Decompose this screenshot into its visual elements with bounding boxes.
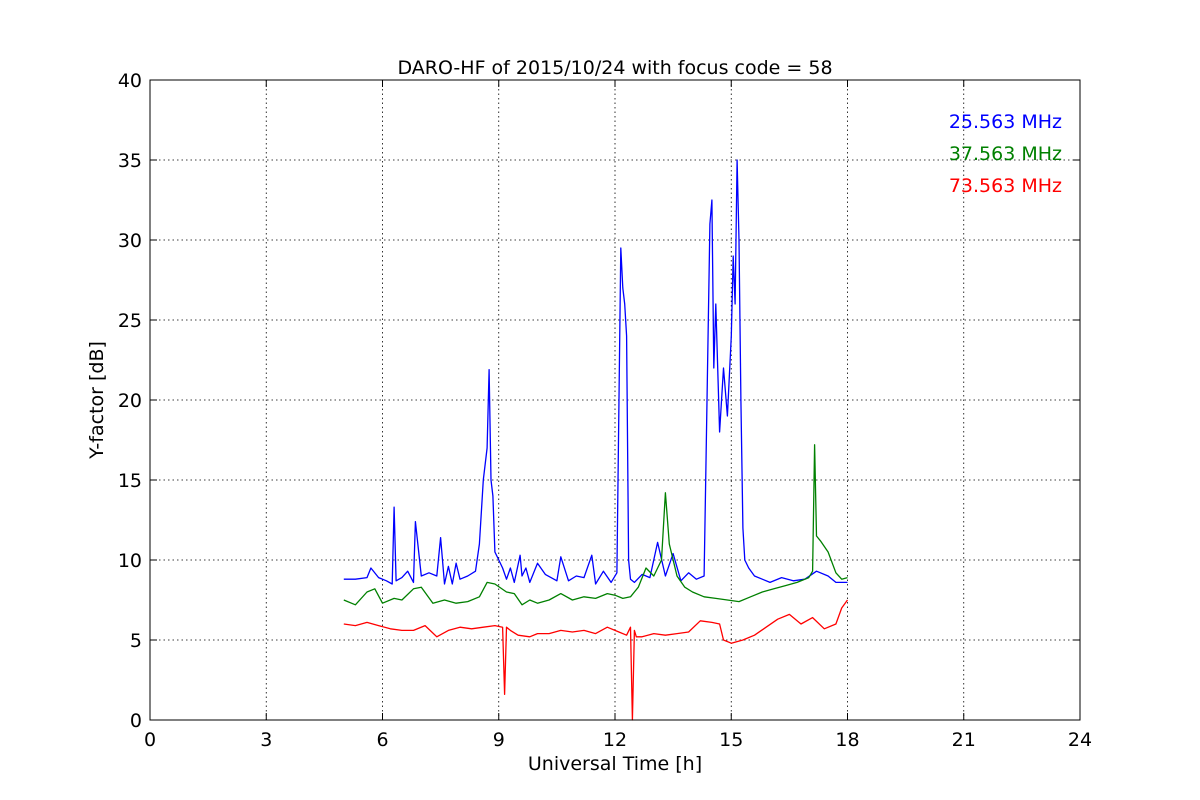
x-tick-label: 24 [1068, 729, 1092, 751]
legend-entry-0: 25.563 MHz [949, 111, 1062, 133]
y-tick-labels: 0 5 10 15 20 25 30 35 40 [118, 70, 142, 732]
y-tick-label: 40 [118, 70, 142, 92]
legend-entry-2: 73.563 MHz [949, 175, 1062, 197]
chart-title: DARO-HF of 2015/10/24 with focus code = … [397, 57, 832, 79]
x-tick-label: 3 [260, 729, 272, 751]
legend: 25.563 MHz 37.563 MHz 73.563 MHz [949, 111, 1062, 197]
series-line-1 [343, 444, 848, 606]
x-tick-label: 18 [835, 729, 859, 751]
x-tick-label: 12 [603, 729, 627, 751]
x-tick-label: 15 [719, 729, 743, 751]
series-line-2 [343, 599, 849, 721]
x-tick-labels: 0 3 6 9 12 15 18 21 24 [144, 729, 1092, 751]
y-tick-label: 10 [118, 550, 142, 572]
y-tick-label: 5 [130, 630, 142, 652]
y-tick-label: 25 [118, 310, 142, 332]
y-tick-label: 30 [118, 230, 142, 252]
series-line-0 [343, 159, 848, 585]
x-tick-label: 21 [952, 729, 976, 751]
y-tick-label: 20 [118, 390, 142, 412]
y-tick-label: 0 [130, 710, 142, 732]
axis-ticks [149, 79, 1081, 721]
x-tick-label: 9 [493, 729, 505, 751]
legend-entry-1: 37.563 MHz [949, 143, 1062, 165]
x-axis-label: Universal Time [h] [528, 753, 702, 775]
y-tick-label: 35 [118, 150, 142, 172]
x-tick-label: 0 [144, 729, 156, 751]
y-axis-label: Y-factor [dB] [86, 341, 108, 460]
series-layer [343, 159, 849, 721]
y-tick-label: 15 [118, 470, 142, 492]
x-tick-label: 6 [376, 729, 388, 751]
grid-lines [150, 80, 1080, 720]
